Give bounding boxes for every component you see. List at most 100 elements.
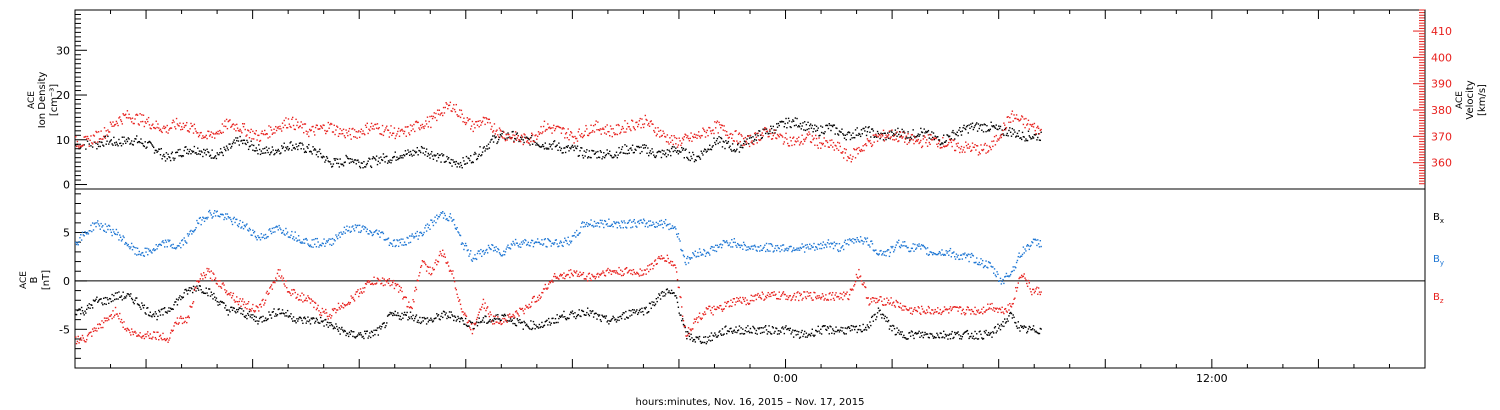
density-point xyxy=(565,145,568,148)
bfield-point-By xyxy=(267,235,269,238)
velocity-point xyxy=(703,130,706,133)
bfield-point-By xyxy=(853,238,856,241)
density-point xyxy=(254,150,257,152)
density-point xyxy=(95,142,97,145)
density-point xyxy=(550,144,552,146)
density-point xyxy=(791,121,793,123)
density-point xyxy=(479,146,481,148)
bfield-point-Bz xyxy=(239,298,241,300)
bfield-point-Bx xyxy=(633,309,635,311)
bfield-point-Bx xyxy=(482,317,485,319)
bfield-point-Bx xyxy=(230,306,233,308)
bfield-point-By xyxy=(926,247,929,249)
bfield-point-By xyxy=(84,231,86,233)
velocity-point xyxy=(536,135,539,138)
bfield-point-By xyxy=(866,237,869,239)
density-point xyxy=(548,143,551,145)
density-point xyxy=(913,135,915,137)
density-point xyxy=(681,146,683,149)
velocity-point xyxy=(666,134,669,136)
bfield-point-By xyxy=(825,244,827,246)
bfield-point-By xyxy=(921,245,924,247)
bfield-point-Bx xyxy=(416,321,419,323)
bfield-point-By xyxy=(919,245,921,247)
bfield-point-Bx xyxy=(1009,311,1012,314)
bfield-point-Bx xyxy=(167,310,169,312)
velocity-point xyxy=(687,135,689,137)
velocity-point xyxy=(94,141,96,143)
velocity-point xyxy=(966,147,969,149)
density-point xyxy=(659,150,661,153)
bfield-point-Bx xyxy=(770,332,772,335)
bfield-point-Bz xyxy=(230,291,232,294)
velocity-point xyxy=(625,128,628,130)
bfield-point-Bz xyxy=(132,333,135,336)
bfield-point-Bx xyxy=(356,335,358,337)
density-point xyxy=(968,124,970,126)
velocity-point xyxy=(124,114,126,117)
density-point xyxy=(879,137,881,140)
bfield-point-By xyxy=(948,254,950,256)
bfield-point-By xyxy=(725,241,727,243)
bfield-point-By xyxy=(582,226,585,228)
bfield-point-Bx xyxy=(665,288,668,291)
bfield-point-Bx xyxy=(160,308,163,311)
velocity-point xyxy=(1026,123,1029,125)
velocity-point xyxy=(901,137,903,139)
density-point xyxy=(958,129,960,131)
bfield-point-By xyxy=(256,239,258,241)
bfield-point-By xyxy=(183,237,185,239)
density-point xyxy=(101,141,103,144)
bfield-point-By xyxy=(955,253,958,255)
velocity-point xyxy=(353,129,356,131)
bfield-point-By xyxy=(410,235,413,237)
bfield-point-Bx xyxy=(535,324,537,326)
density-point xyxy=(231,142,234,145)
bfield-point-Bz xyxy=(168,339,170,341)
bfield-point-By xyxy=(403,244,405,246)
density-point xyxy=(809,123,812,125)
bfield-point-Bx xyxy=(346,332,348,335)
velocity-point xyxy=(381,124,384,127)
velocity-point xyxy=(465,122,468,124)
density-point xyxy=(186,148,189,151)
bfield-point-Bz xyxy=(175,322,178,325)
velocity-point xyxy=(751,140,753,142)
bfield-point-By xyxy=(162,240,164,242)
density-point xyxy=(942,143,944,145)
velocity-point xyxy=(598,129,601,132)
bfield-point-Bz xyxy=(200,273,202,275)
bfield-point-By xyxy=(1000,283,1003,285)
density-point xyxy=(854,129,857,131)
bfield-point-Bx xyxy=(486,322,488,324)
velocity-point xyxy=(974,143,976,146)
density-point xyxy=(785,117,787,120)
bfield-point-Bx xyxy=(942,330,945,333)
bfield-point-By xyxy=(358,231,360,233)
velocity-point xyxy=(303,131,305,134)
bfield-point-Bx xyxy=(299,316,302,319)
density-point xyxy=(147,141,149,144)
bfield-point-By xyxy=(369,231,372,233)
bfield-point-Bx xyxy=(147,307,149,309)
bfield-point-Bx xyxy=(717,334,719,337)
bfield-point-Bx xyxy=(741,332,743,335)
bfield-point-By xyxy=(581,222,583,224)
bfield-point-Bz xyxy=(219,280,221,282)
bfield-point-By xyxy=(624,222,626,224)
bfield-point-Bz xyxy=(125,328,127,330)
velocity-point xyxy=(238,130,240,132)
density-point xyxy=(248,145,251,148)
density-point xyxy=(275,151,278,154)
density-point xyxy=(592,150,595,152)
bfield-point-Bx xyxy=(795,334,797,336)
velocity-point xyxy=(605,133,608,135)
bfield-point-Bx xyxy=(682,323,685,326)
bfield-point-Bz xyxy=(75,336,77,338)
bfield-point-By xyxy=(488,246,491,249)
bfield-point-Bx xyxy=(533,323,535,326)
bfield-point-Bx xyxy=(297,320,299,322)
bfield-point-Bx xyxy=(503,313,506,316)
bfield-point-By xyxy=(403,241,406,243)
velocity-point xyxy=(832,141,835,144)
